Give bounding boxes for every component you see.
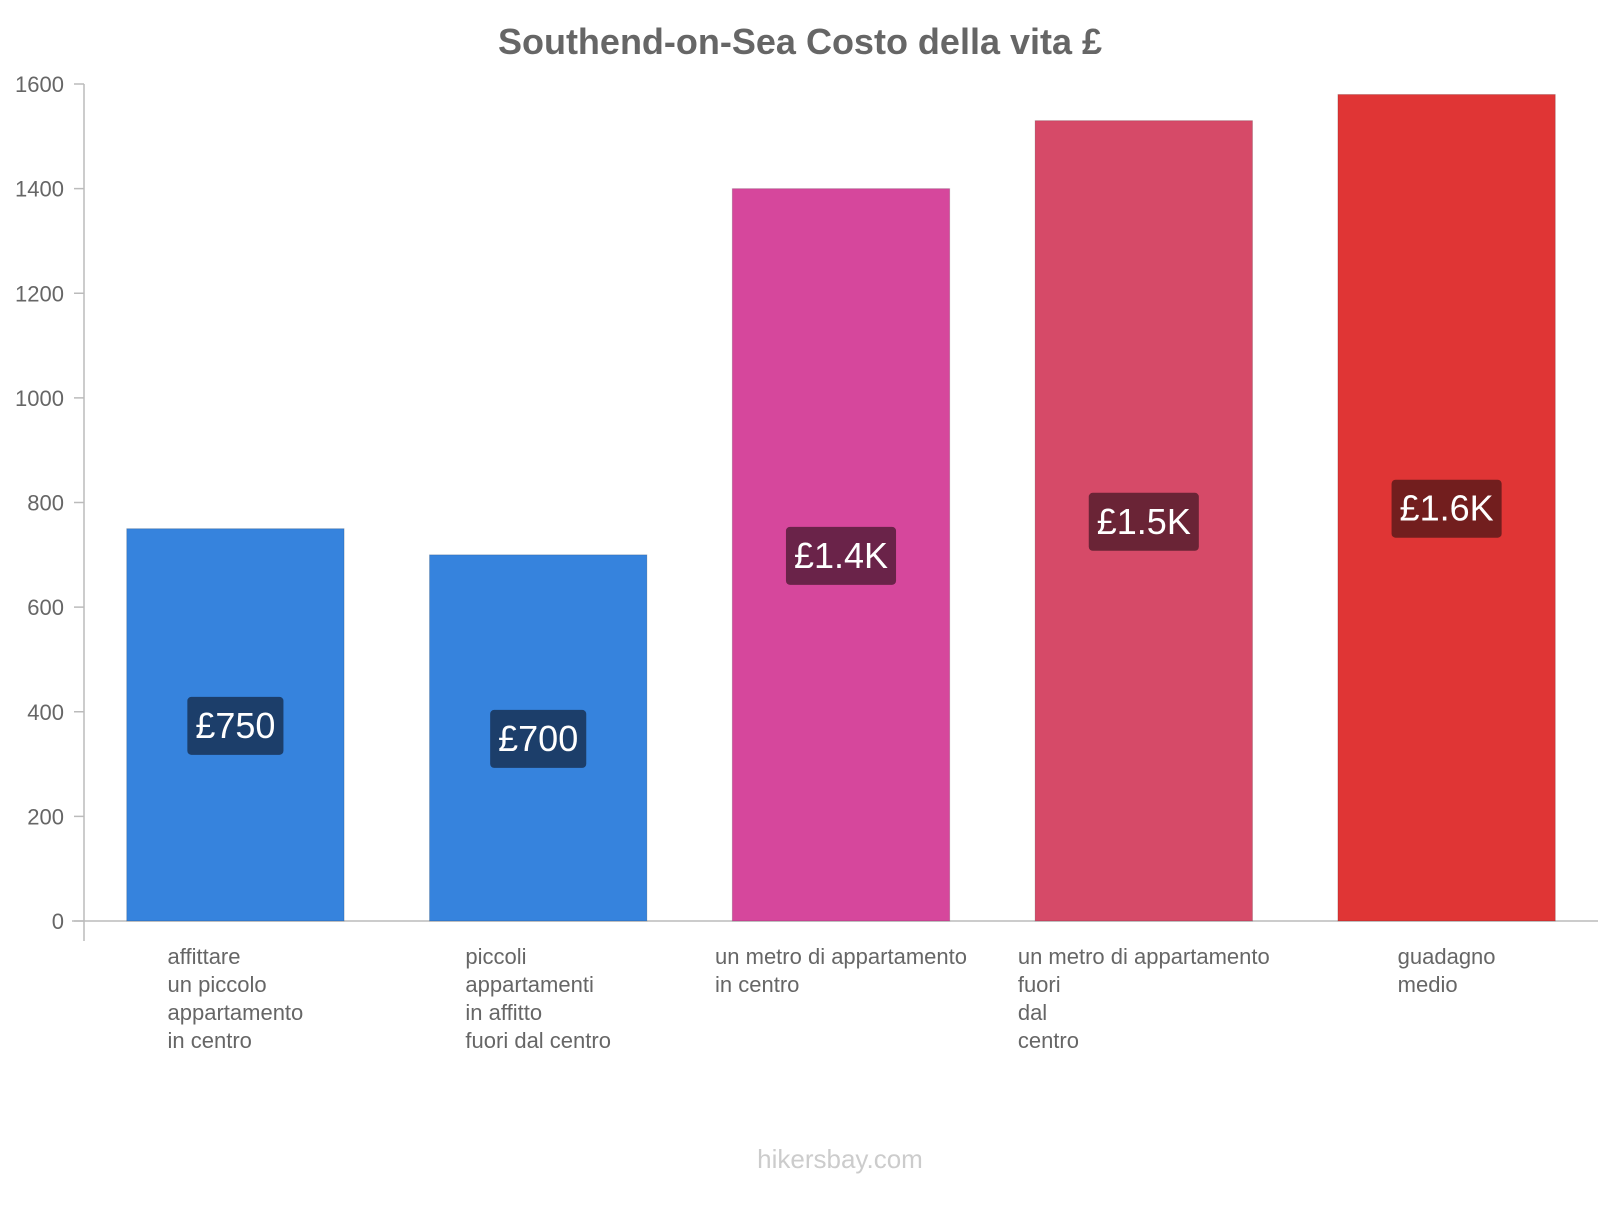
category-label: un metro di appartamento in centro	[715, 944, 967, 997]
y-tick-label: 200	[27, 804, 64, 829]
y-tick-label: 400	[27, 700, 64, 725]
data-label-background	[187, 696, 284, 755]
y-tick-label: 1200	[15, 281, 64, 306]
category-label-line: appartamenti	[465, 972, 593, 997]
data-label: £1.5K	[1097, 501, 1191, 542]
category-label: affittare un piccolo appartamento in centro	[168, 944, 304, 1053]
chart-title: Southend-on-Sea Costo della vita £	[498, 21, 1102, 62]
category-label-line: in affitto	[465, 1000, 542, 1025]
value-labels: £750 £700 £1.4K £1.5K £1.6K	[187, 479, 1502, 768]
category-label-line: un metro di appartamento	[715, 944, 967, 969]
category-label-line: affittare	[168, 944, 241, 969]
category-label-line: un piccolo	[168, 972, 267, 997]
category-label: guadagno medio	[1398, 944, 1496, 997]
category-label-line: fuori	[1018, 972, 1061, 997]
category-label-line: un metro di appartamento	[1018, 944, 1270, 969]
y-tick-label: 1400	[15, 177, 64, 202]
y-tick-label: 1000	[15, 386, 64, 411]
category-label: piccoli appartamenti in affitto fuori dal c…	[465, 944, 611, 1053]
data-label: £700	[498, 718, 578, 759]
watermark: hikersbay.com	[757, 1144, 923, 1174]
data-label: £1.6K	[1400, 488, 1494, 529]
data-label: £750	[195, 705, 275, 746]
y-tick-label: 600	[27, 595, 64, 620]
category-labels: affittare un piccolo appartamento in centro…	[168, 944, 1496, 1053]
data-label: £1.4K	[794, 535, 888, 576]
category-label-line: guadagno	[1398, 944, 1496, 969]
bars	[126, 93, 1556, 922]
category-label-line: fuori dal centro	[465, 1028, 611, 1053]
category-label-line: in centro	[168, 1028, 252, 1053]
category-label-line: piccoli	[465, 944, 526, 969]
category-label-line: dal	[1018, 1000, 1047, 1025]
category-label: un metro di appartamento fuori dal centro	[1018, 944, 1270, 1053]
category-label-line: in centro	[715, 972, 799, 997]
y-tick-label: 0	[52, 909, 64, 934]
data-label-background	[785, 526, 897, 585]
category-label-line: medio	[1398, 972, 1458, 997]
data-label-background	[490, 709, 587, 768]
y-tick-label: 1600	[15, 72, 64, 97]
category-label-line: centro	[1018, 1028, 1079, 1053]
data-label-background	[1391, 479, 1502, 538]
y-tick-label: 800	[27, 491, 64, 516]
category-label-line: appartamento	[168, 1000, 304, 1025]
data-label-background	[1088, 492, 1199, 551]
